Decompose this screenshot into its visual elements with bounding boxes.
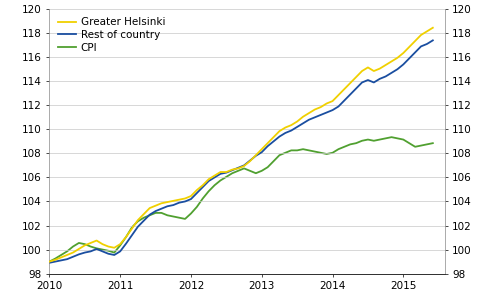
CPI: [46, 260, 52, 263]
Line: CPI: CPI: [49, 137, 433, 261]
CPI: [211, 183, 217, 187]
Rest of country: [430, 39, 436, 42]
CPI: [165, 213, 170, 217]
Rest of country: [347, 93, 353, 96]
Rest of country: [105, 252, 111, 256]
Greater Helsinki: [105, 245, 111, 248]
Greater Helsinki: [430, 26, 436, 29]
Greater Helsinki: [165, 200, 170, 204]
Legend: Greater Helsinki, Rest of country, CPI: Greater Helsinki, Rest of country, CPI: [55, 14, 168, 56]
Greater Helsinki: [400, 51, 406, 55]
Greater Helsinki: [347, 81, 353, 85]
Rest of country: [46, 261, 52, 264]
CPI: [406, 141, 412, 145]
Line: Rest of country: Rest of country: [49, 40, 433, 263]
Greater Helsinki: [211, 174, 217, 178]
Greater Helsinki: [141, 212, 147, 216]
CPI: [389, 135, 395, 139]
Rest of country: [141, 219, 147, 223]
Rest of country: [211, 176, 217, 179]
CPI: [430, 141, 436, 145]
CPI: [76, 241, 82, 245]
CPI: [141, 216, 147, 219]
Greater Helsinki: [46, 260, 52, 263]
Rest of country: [165, 205, 170, 208]
Rest of country: [400, 63, 406, 66]
CPI: [347, 143, 353, 146]
Line: Greater Helsinki: Greater Helsinki: [49, 28, 433, 261]
